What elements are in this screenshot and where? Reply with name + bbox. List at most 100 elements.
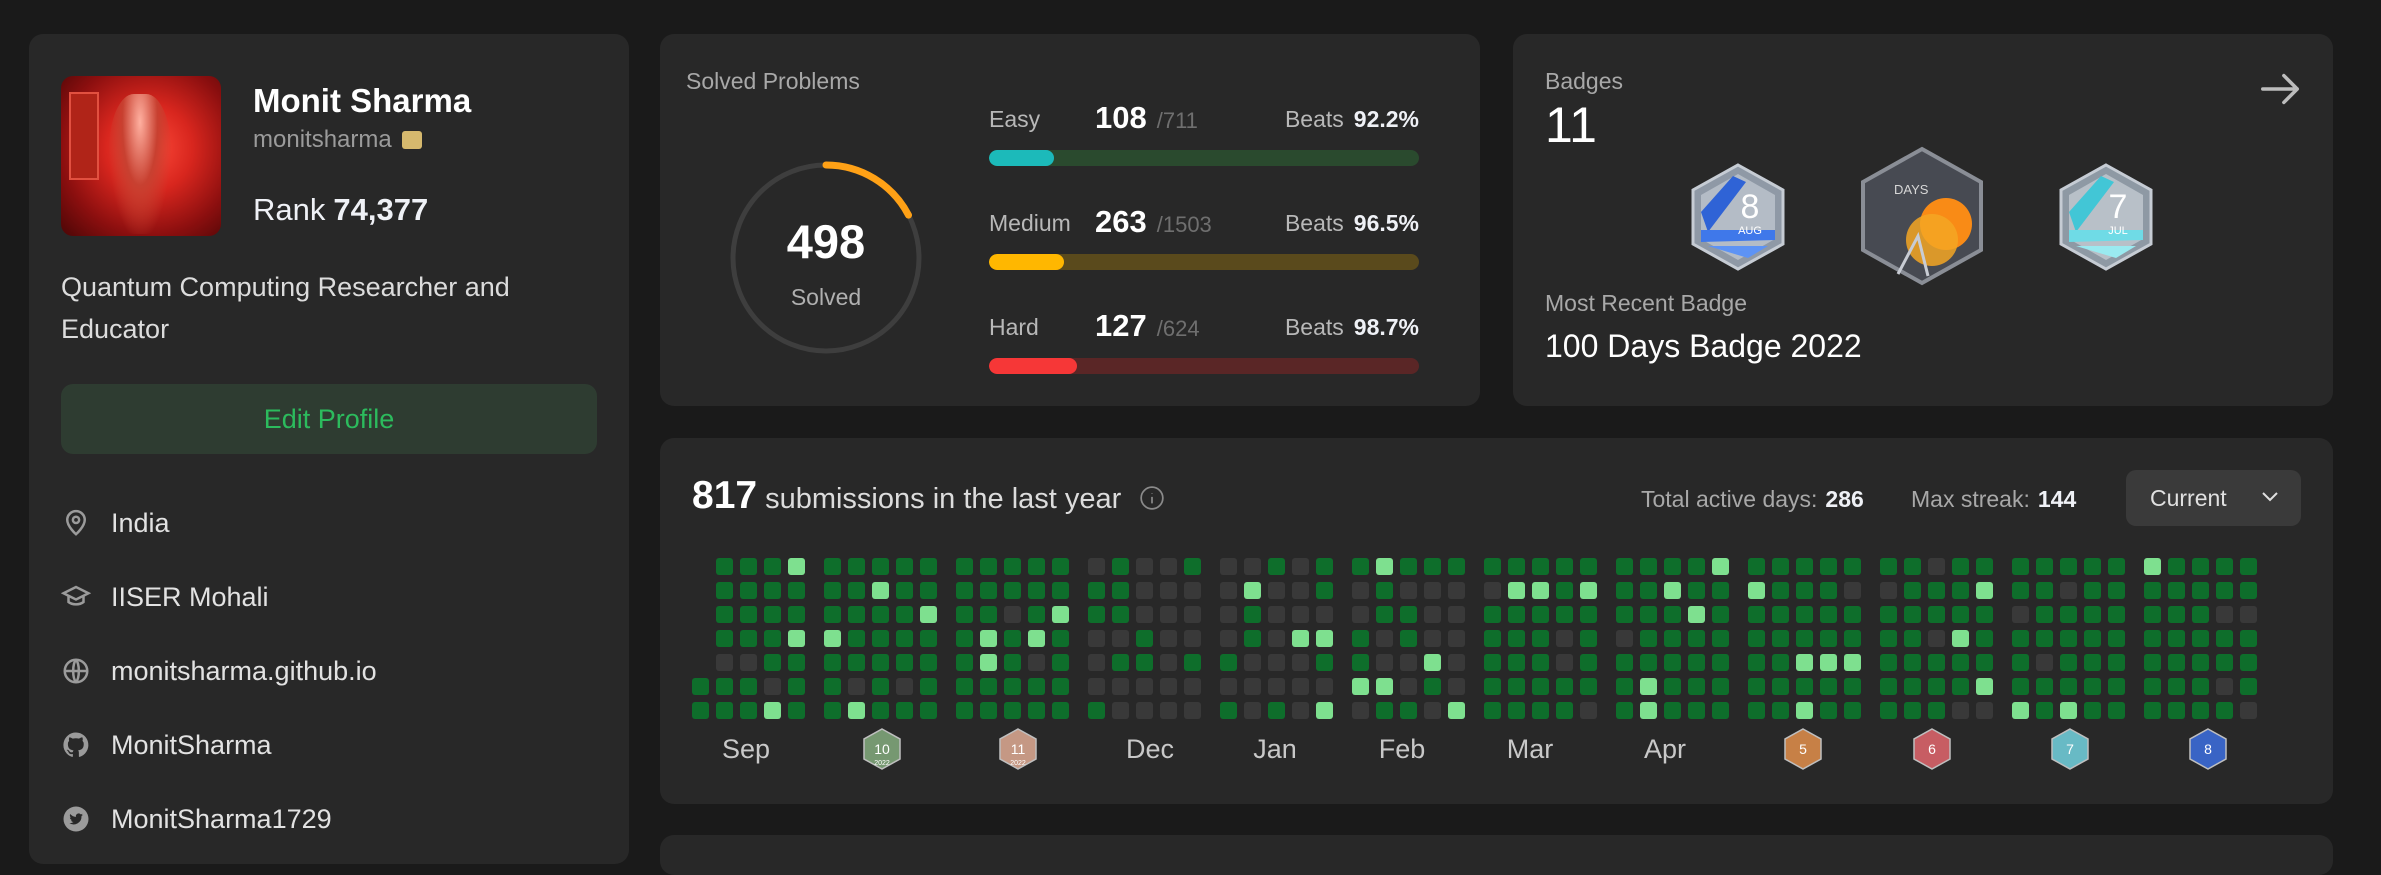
heatmap-cell[interactable]	[1376, 654, 1393, 671]
heatmap-cell[interactable]	[1184, 558, 1201, 575]
heatmap-cell[interactable]	[1400, 654, 1417, 671]
heatmap-cell[interactable]	[920, 606, 937, 623]
heatmap-cell[interactable]	[848, 582, 865, 599]
heatmap-cell[interactable]	[1952, 654, 1969, 671]
heatmap-cell[interactable]	[740, 702, 757, 719]
heatmap-cell[interactable]	[1112, 630, 1129, 647]
heatmap-cell[interactable]	[1952, 582, 1969, 599]
heatmap-cell[interactable]	[1028, 630, 1045, 647]
heatmap-cell[interactable]	[1532, 582, 1549, 599]
heatmap-cell[interactable]	[1640, 702, 1657, 719]
heatmap-cell[interactable]	[1028, 654, 1045, 671]
heatmap-cell[interactable]	[1796, 582, 1813, 599]
heatmap-cell[interactable]	[1160, 654, 1177, 671]
heatmap-cell[interactable]	[1664, 606, 1681, 623]
heatmap-cell[interactable]	[2012, 558, 2029, 575]
july-badge-icon[interactable]: 7 JUL	[2056, 162, 2156, 272]
heatmap-cell[interactable]	[1352, 606, 1369, 623]
heatmap-cell[interactable]	[740, 654, 757, 671]
heatmap-cell[interactable]	[2216, 582, 2233, 599]
heatmap-cell[interactable]	[2084, 678, 2101, 695]
heatmap-cell[interactable]	[716, 702, 733, 719]
heatmap-cell[interactable]	[1052, 702, 1069, 719]
heatmap-cell[interactable]	[1004, 582, 1021, 599]
heatmap-cell[interactable]	[2036, 654, 2053, 671]
heatmap-cell[interactable]	[764, 582, 781, 599]
heatmap-cell[interactable]	[896, 678, 913, 695]
heatmap-cell[interactable]	[1880, 582, 1897, 599]
heatmap-cell[interactable]	[1880, 678, 1897, 695]
heatmap-cell[interactable]	[1088, 606, 1105, 623]
heatmap-cell[interactable]	[1748, 702, 1765, 719]
heatmap-cell[interactable]	[848, 678, 865, 695]
heatmap-cell[interactable]	[1160, 558, 1177, 575]
heatmap-cell[interactable]	[1244, 558, 1261, 575]
heatmap-cell[interactable]	[1688, 606, 1705, 623]
heatmap-cell[interactable]	[1952, 558, 1969, 575]
heatmap-cell[interactable]	[1880, 558, 1897, 575]
heatmap-cell[interactable]	[1880, 606, 1897, 623]
monthly-badge-icon[interactable]: 8	[2189, 728, 2227, 770]
heatmap-cell[interactable]	[2012, 678, 2029, 695]
heatmap-cell[interactable]	[1220, 630, 1237, 647]
heatmap-cell[interactable]	[1220, 582, 1237, 599]
heatmap-cell[interactable]	[1052, 558, 1069, 575]
heatmap-cell[interactable]	[1640, 606, 1657, 623]
heatmap-cell[interactable]	[1376, 702, 1393, 719]
heatmap-cell[interactable]	[1424, 558, 1441, 575]
heatmap-cell[interactable]	[1424, 678, 1441, 695]
heatmap-cell[interactable]	[2240, 558, 2257, 575]
heatmap-cell[interactable]	[2216, 630, 2233, 647]
heatmap-cell[interactable]	[2060, 678, 2077, 695]
heatmap-cell[interactable]	[896, 582, 913, 599]
heatmap-cell[interactable]	[1976, 582, 1993, 599]
heatmap-cell[interactable]	[1004, 654, 1021, 671]
heatmap-cell[interactable]	[788, 654, 805, 671]
heatmap-cell[interactable]	[1556, 630, 1573, 647]
heatmap-cell[interactable]	[1352, 678, 1369, 695]
heatmap-cell[interactable]	[1952, 606, 1969, 623]
heatmap-cell[interactable]	[1532, 702, 1549, 719]
heatmap-cell[interactable]	[2240, 654, 2257, 671]
heatmap-cell[interactable]	[896, 558, 913, 575]
heatmap-cell[interactable]	[1292, 606, 1309, 623]
heatmap-cell[interactable]	[1688, 678, 1705, 695]
heatmap-cell[interactable]	[1532, 678, 1549, 695]
heatmap-cell[interactable]	[1184, 606, 1201, 623]
heatmap-cell[interactable]	[2036, 678, 2053, 695]
heatmap-cell[interactable]	[2012, 702, 2029, 719]
heatmap-cell[interactable]	[1580, 654, 1597, 671]
heatmap-cell[interactable]	[1268, 606, 1285, 623]
heatmap-cell[interactable]	[716, 678, 733, 695]
heatmap-cell[interactable]	[1136, 558, 1153, 575]
heatmap-cell[interactable]	[2060, 702, 2077, 719]
heatmap-cell[interactable]	[788, 678, 805, 695]
heatmap-cell[interactable]	[1772, 678, 1789, 695]
heatmap-cell[interactable]	[2036, 630, 2053, 647]
heatmap-cell[interactable]	[1004, 702, 1021, 719]
heatmap-cell[interactable]	[1376, 630, 1393, 647]
heatmap-cell[interactable]	[2168, 582, 2185, 599]
heatmap-cell[interactable]	[1112, 582, 1129, 599]
heatmap-cell[interactable]	[2060, 582, 2077, 599]
heatmap-cell[interactable]	[1484, 702, 1501, 719]
heatmap-cell[interactable]	[1556, 582, 1573, 599]
heatmap-cell[interactable]	[1160, 702, 1177, 719]
heatmap-cell[interactable]	[716, 558, 733, 575]
heatmap-cell[interactable]	[848, 630, 865, 647]
heatmap-cell[interactable]	[896, 606, 913, 623]
heatmap-cell[interactable]	[1004, 678, 1021, 695]
heatmap-cell[interactable]	[920, 630, 937, 647]
heatmap-cell[interactable]	[1556, 654, 1573, 671]
heatmap-cell[interactable]	[764, 654, 781, 671]
heatmap-cell[interactable]	[872, 702, 889, 719]
heatmap-cell[interactable]	[1352, 558, 1369, 575]
heatmap-cell[interactable]	[788, 606, 805, 623]
heatmap-cell[interactable]	[1376, 582, 1393, 599]
heatmap-cell[interactable]	[980, 702, 997, 719]
heatmap-cell[interactable]	[1220, 702, 1237, 719]
heatmap-cell[interactable]	[1952, 678, 1969, 695]
heatmap-cell[interactable]	[2108, 606, 2125, 623]
heatmap-cell[interactable]	[1088, 582, 1105, 599]
heatmap-cell[interactable]	[1928, 558, 1945, 575]
